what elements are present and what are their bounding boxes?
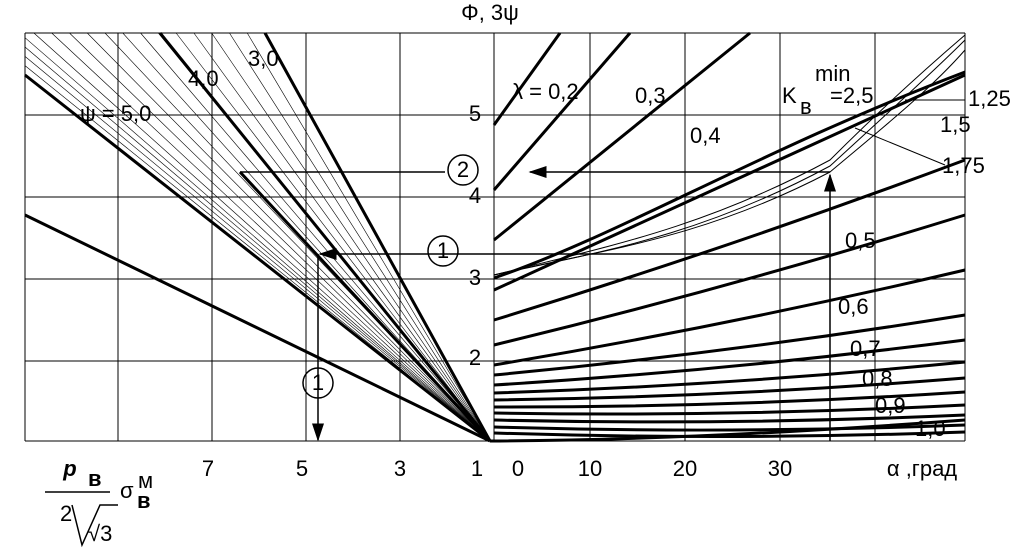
lambda-label: 0,3 — [635, 83, 666, 108]
lambda-line — [492, 32, 632, 191]
fraction-denominator: 2 — [60, 501, 72, 526]
lambda-line — [493, 31, 751, 242]
lambda-line — [493, 413, 966, 424]
labels: Φ, 3ψ 5 4 3 2 7 5 3 1 0 10 20 30 α ,град… — [45, 0, 1011, 548]
x-tick-label: 3 — [394, 456, 406, 481]
psi-line — [238, 170, 492, 443]
hatch-line — [140, 32, 491, 442]
lambda-line — [493, 360, 966, 395]
lambda-label: 0,8 — [862, 366, 893, 391]
x-tick-label: 10 — [578, 456, 602, 481]
y-tick-label: 4 — [469, 183, 481, 208]
k-value: =2,5 — [830, 83, 873, 108]
curves — [24, 31, 966, 443]
k-value: 1,25 — [968, 86, 1011, 111]
k-line — [493, 39, 966, 276]
k-line — [493, 70, 966, 280]
hatch-line — [193, 32, 491, 442]
lambda-line — [492, 32, 562, 126]
lambda-line — [493, 213, 966, 347]
factor-sup: м — [138, 468, 153, 493]
psi-label: 4,0 — [188, 66, 219, 91]
psi-line — [24, 213, 491, 443]
marker: 1 — [437, 238, 449, 263]
hatch-line — [229, 32, 491, 442]
hatch-line — [51, 32, 491, 442]
hatch-line — [24, 56, 491, 442]
psi-line — [158, 32, 492, 442]
axis-title: Φ, 3ψ — [461, 0, 519, 25]
lambda-line — [493, 430, 966, 439]
psi-line — [24, 73, 491, 443]
fraction-root: √3 — [88, 521, 112, 546]
lambda-label: 0,4 — [690, 123, 721, 148]
x-tick-label: 20 — [673, 456, 697, 481]
k-value: 1,5 — [940, 112, 971, 137]
hatch-line — [211, 32, 491, 442]
psi-label: 3,0 — [248, 46, 279, 71]
leader — [854, 127, 946, 166]
lambda-line — [493, 403, 966, 416]
k-sub: в — [800, 94, 812, 119]
hatch-line — [87, 32, 491, 442]
lambda-line — [493, 338, 966, 387]
marker: 2 — [457, 157, 469, 182]
x-tick-label: 5 — [296, 456, 308, 481]
lambda-label: 0,6 — [838, 294, 869, 319]
lambda-label: 0,9 — [875, 393, 906, 418]
root-sign — [71, 504, 118, 548]
hatch-line — [246, 32, 491, 442]
x-tick-label: 7 — [202, 456, 214, 481]
y-tick-label: 2 — [469, 345, 481, 370]
factor: σ — [120, 478, 134, 503]
hatch-line — [33, 32, 491, 442]
x-tick-label: 30 — [768, 456, 792, 481]
fraction-numerator: p — [62, 456, 76, 481]
marker-circle — [302, 367, 334, 399]
lambda-label: 1,0 — [915, 416, 946, 441]
y-tick-label: 5 — [469, 101, 481, 126]
lambda-label: λ = 0,2 — [512, 79, 579, 104]
lambda-label: 0,7 — [850, 336, 881, 361]
factor-sub: в — [137, 488, 151, 513]
grid — [24, 32, 966, 442]
marker-circle — [447, 154, 479, 186]
lambda-line — [489, 418, 966, 443]
psi-line — [263, 32, 492, 442]
marker: 1 — [312, 370, 324, 395]
lambda-label: 0,5 — [845, 228, 876, 253]
y-tick-label: 3 — [469, 265, 481, 290]
x-tick-label: 0 — [512, 456, 524, 481]
lambda-line — [493, 423, 966, 432]
psi-label: ψ = 5,0 — [80, 101, 151, 126]
lambda-line — [493, 376, 966, 402]
k-sup: min — [815, 61, 850, 86]
lambda-line — [493, 158, 966, 322]
x-axis-title: α ,град — [887, 456, 957, 481]
k-value: 1,75 — [942, 153, 985, 178]
marker-circle — [427, 235, 459, 267]
k-symbol: K — [782, 83, 797, 108]
hatch-line — [69, 32, 491, 442]
fraction-sub: в — [88, 466, 102, 491]
lambda-line — [493, 313, 966, 377]
lambda-line — [493, 390, 966, 409]
hatch-line — [175, 32, 491, 442]
hatch-line — [24, 37, 491, 442]
k-line — [493, 34, 966, 276]
x-tick-label: 1 — [471, 456, 483, 481]
lambda-line — [493, 268, 966, 367]
hatch-line — [24, 46, 491, 442]
